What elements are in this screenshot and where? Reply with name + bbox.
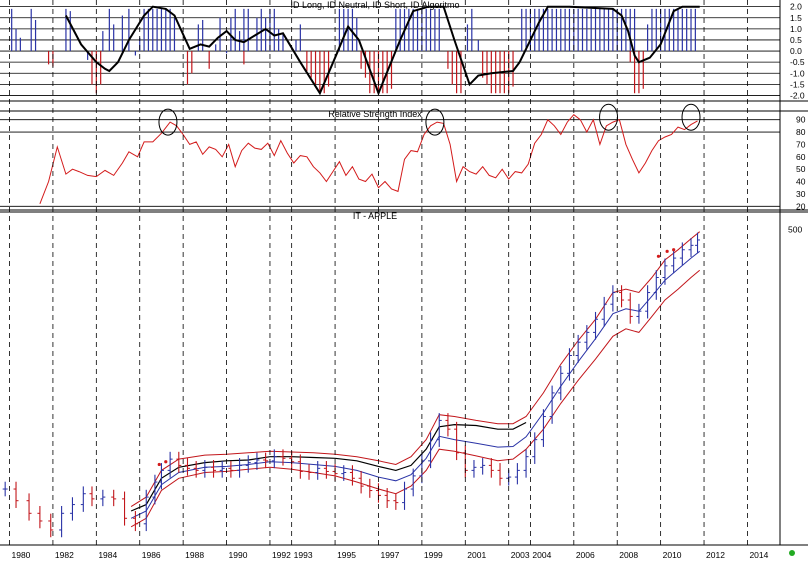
signal-dot bbox=[157, 462, 161, 467]
rsi-line bbox=[39, 114, 698, 204]
rsi-tick-label: 80 bbox=[796, 127, 806, 137]
year-label: 2012 bbox=[706, 550, 725, 560]
year-label: 2003 bbox=[511, 550, 530, 560]
rsi-highlight-circle bbox=[599, 103, 619, 131]
year-label: 2004 bbox=[532, 550, 551, 560]
year-label: 1988 bbox=[185, 550, 204, 560]
rsi-highlight-circle bbox=[681, 103, 701, 131]
signal-dot bbox=[665, 249, 669, 253]
year-label: 1992 bbox=[272, 550, 291, 560]
year-label: 1986 bbox=[142, 550, 161, 560]
year-label: 1993 bbox=[294, 550, 313, 560]
id-tick-label: 1.5 bbox=[790, 13, 802, 23]
rsi-pane-title: Relative Strength Index bbox=[328, 109, 422, 119]
year-label: 1990 bbox=[229, 550, 248, 560]
rsi-highlight-circle bbox=[425, 108, 445, 136]
id-tick-label: 0.5 bbox=[790, 35, 802, 45]
year-label: 2008 bbox=[619, 550, 638, 560]
upper-band-line bbox=[130, 231, 701, 508]
lower-band-line bbox=[130, 269, 701, 528]
price-pane: 500 bbox=[2, 225, 802, 538]
inner-band-line bbox=[130, 250, 701, 519]
id-tick-label: -2.0 bbox=[790, 90, 805, 100]
rsi-tick-label: 40 bbox=[796, 177, 806, 187]
id-tick-label: 1.0 bbox=[790, 24, 802, 34]
year-label: 1999 bbox=[424, 550, 443, 560]
status-indicator-icon bbox=[789, 550, 795, 556]
year-label: 1980 bbox=[12, 550, 31, 560]
rsi-tick-label: 90 bbox=[796, 115, 806, 125]
year-label: 2006 bbox=[576, 550, 595, 560]
rsi-tick-label: 20 bbox=[796, 201, 806, 211]
rsi-highlight-circle bbox=[158, 108, 178, 136]
id-algoritmo-line bbox=[65, 5, 700, 96]
year-label: 2010 bbox=[663, 550, 682, 560]
id-tick-label: -1.5 bbox=[790, 79, 805, 89]
year-label: 1984 bbox=[98, 550, 117, 560]
year-label: 1982 bbox=[55, 550, 74, 560]
id-tick-label: 0.0 bbox=[790, 46, 802, 56]
year-label: 1997 bbox=[380, 550, 399, 560]
id-tick-label: 2.0 bbox=[790, 2, 802, 12]
price-tick-label: 500 bbox=[788, 225, 802, 235]
year-label: 2001 bbox=[467, 550, 486, 560]
rsi-tick-label: 60 bbox=[796, 152, 806, 162]
rsi-tick-label: 30 bbox=[796, 189, 806, 199]
signal-dot bbox=[164, 460, 168, 464]
signal-dot bbox=[656, 254, 661, 258]
id-tick-label: -0.5 bbox=[790, 57, 805, 67]
rsi-tick-label: 70 bbox=[796, 139, 806, 149]
signal-dot bbox=[672, 248, 676, 252]
id-pane-title: ID Long, ID Neutral, ID Short, ID Algori… bbox=[290, 0, 459, 10]
rsi-tick-label: 50 bbox=[796, 164, 806, 174]
id-tick-label: -1.0 bbox=[790, 68, 805, 78]
price-pane-title: IT - APPLE bbox=[353, 211, 397, 221]
id-indicator-pane: 2.01.51.00.50.0-0.5-1.0-1.5-2.0 bbox=[0, 2, 805, 100]
year-label: 1995 bbox=[337, 550, 356, 560]
mid-band-line bbox=[130, 421, 527, 512]
rsi-pane: 90 80 70 60 50 40 30 20 bbox=[0, 103, 806, 211]
year-label: 2014 bbox=[749, 550, 768, 560]
